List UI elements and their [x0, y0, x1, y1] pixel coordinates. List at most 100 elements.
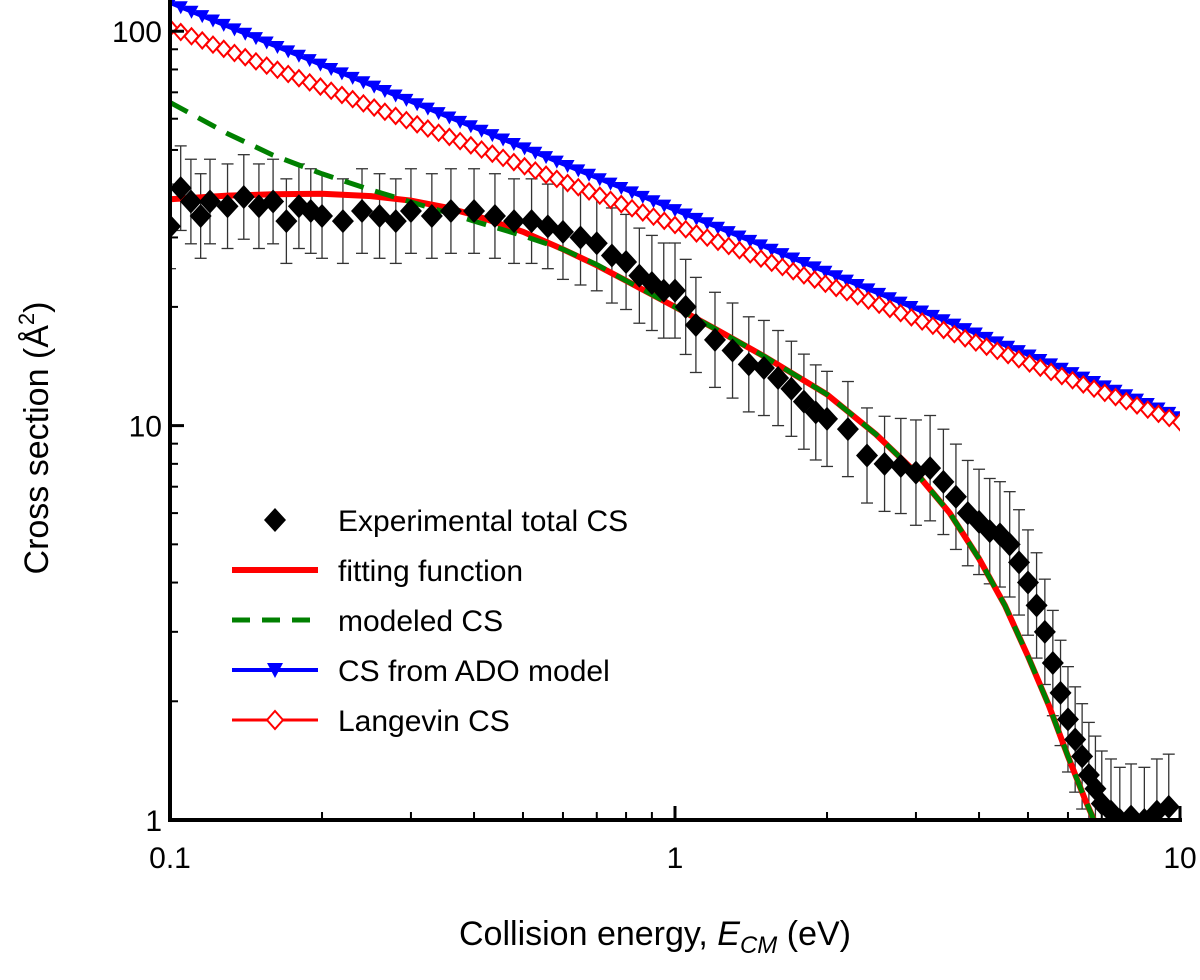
- langevin-point: [709, 232, 727, 252]
- experimental-point: [399, 199, 422, 224]
- legend-swatch-triangle: [267, 663, 283, 678]
- langevin-point: [913, 312, 931, 332]
- series-markers: [170, 0, 1180, 820]
- experimental-point: [368, 204, 391, 229]
- ado-point: [893, 296, 908, 310]
- experimental-point: [919, 456, 942, 481]
- y-tick-label: 100: [112, 16, 162, 49]
- legend-swatch-open-diamond: [265, 709, 285, 731]
- langevin-point: [870, 295, 888, 315]
- ado-point: [474, 124, 489, 138]
- ado-point: [710, 221, 725, 235]
- langevin-point: [569, 177, 587, 197]
- ado-point: [420, 102, 435, 116]
- ado-point: [388, 89, 403, 103]
- y-axis-title-end: ): [18, 302, 56, 313]
- ado-point: [549, 155, 564, 169]
- experimental-point: [551, 219, 574, 244]
- experimental-point: [998, 532, 1021, 557]
- experimental-point: [179, 189, 202, 214]
- ado-point: [850, 279, 865, 293]
- experimental-point: [1133, 808, 1156, 820]
- ado-point: [818, 265, 833, 279]
- experimental-point: [615, 249, 638, 274]
- ado-point: [324, 63, 339, 77]
- ado-point: [517, 142, 532, 156]
- ado-point: [259, 36, 274, 50]
- experimental-point: [198, 189, 221, 214]
- langevin-point: [1053, 366, 1071, 386]
- ado-point: [410, 98, 425, 112]
- experimental-point: [1145, 799, 1168, 820]
- legend-entry: Experimental total CS: [264, 505, 628, 538]
- experimental-point: [721, 338, 744, 363]
- error-bars: [170, 145, 1175, 820]
- ado-point: [345, 71, 360, 85]
- langevin-point: [441, 127, 458, 147]
- ado-point: [539, 151, 554, 165]
- ado-point: [807, 261, 822, 275]
- ado-point: [431, 107, 446, 121]
- x-axis-title-subscript: CM: [740, 932, 777, 959]
- experimental-point: [1025, 593, 1048, 618]
- langevin-point: [806, 270, 824, 290]
- ado-point: [399, 93, 414, 107]
- ado-point: [775, 248, 790, 262]
- y-axis-title: Cross section (Å2): [14, 302, 56, 575]
- langevin-point: [731, 240, 748, 260]
- ado-point: [313, 58, 328, 72]
- langevin-point: [408, 114, 426, 134]
- ado-point: [195, 10, 210, 24]
- langevin-point: [312, 77, 329, 97]
- experimental-point: [1157, 794, 1180, 819]
- ado-point: [560, 159, 575, 173]
- legend-entry: CS from ADO model: [232, 655, 610, 688]
- ado-point: [485, 129, 500, 143]
- langevin-point: [967, 332, 985, 353]
- langevin-point: [494, 148, 512, 168]
- ado-point: [528, 146, 543, 160]
- ado-point: [635, 190, 650, 204]
- langevin-point: [376, 102, 394, 122]
- experimental-point: [737, 352, 760, 377]
- experimental-point: [463, 199, 486, 224]
- modeled-cs-line: [170, 100, 1097, 820]
- experimental-point: [767, 366, 790, 391]
- x-tick-label: 1: [667, 842, 684, 875]
- langevin-point: [301, 72, 319, 92]
- langevin-point: [333, 85, 351, 105]
- ado-point: [861, 283, 876, 297]
- x-tick-label: 10: [1163, 842, 1196, 875]
- x-axis-title-unit: (eV): [777, 915, 851, 953]
- experimental-point: [664, 278, 686, 303]
- ado-point: [270, 40, 285, 54]
- y-axis-title-superscript: 2: [14, 313, 39, 325]
- ado-point: [614, 182, 629, 196]
- experimental-point: [170, 176, 192, 201]
- x-axis-title: Collision energy, ECM (eV): [459, 915, 851, 959]
- langevin-point: [505, 152, 523, 172]
- langevin-point: [817, 274, 834, 294]
- ado-point: [463, 120, 478, 134]
- y-tick-label: 10: [129, 411, 162, 444]
- ado-point: [582, 168, 597, 182]
- experimental-point: [1064, 727, 1087, 752]
- ado-point: [603, 177, 618, 191]
- ado-point: [764, 243, 779, 257]
- legend-label: fitting function: [338, 555, 523, 588]
- langevin-point: [1171, 412, 1180, 432]
- experimental-point: [1008, 550, 1031, 575]
- ado-point: [668, 204, 682, 218]
- ado-point: [356, 76, 371, 90]
- langevin-point: [365, 98, 383, 118]
- ado-point: [334, 67, 349, 81]
- ado-point: [216, 18, 231, 32]
- ado-point: [173, 1, 188, 15]
- y-tick-label: 1: [145, 805, 162, 838]
- x-tick-label: 0.1: [149, 842, 191, 875]
- experimental-point: [216, 194, 239, 219]
- experimental-point: [816, 406, 839, 431]
- langevin-point: [537, 165, 555, 185]
- legend-entry: modeled CS: [232, 605, 503, 638]
